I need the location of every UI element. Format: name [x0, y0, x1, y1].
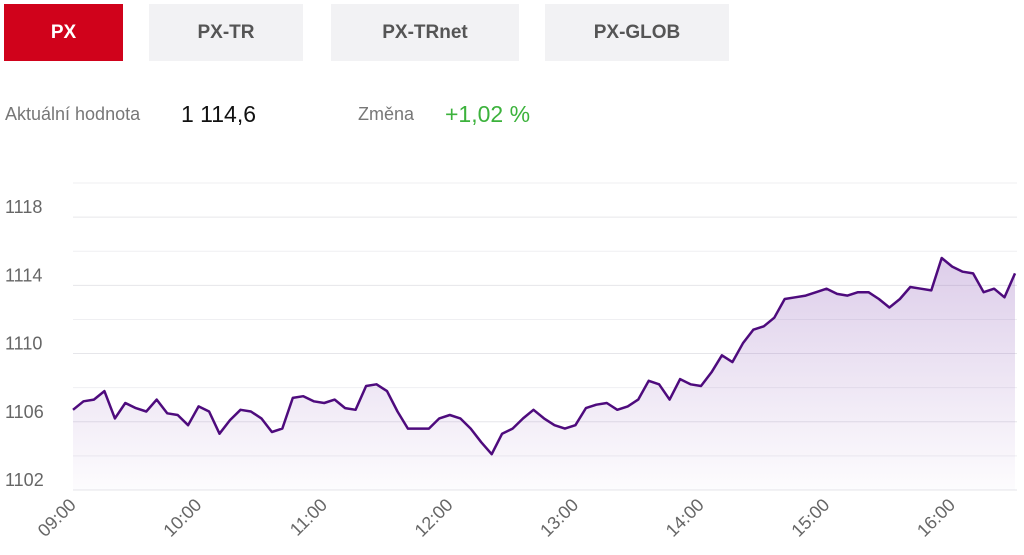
- tab[interactable]: PX: [4, 4, 123, 61]
- y-tick-label: 1114: [5, 265, 42, 285]
- change-label: Změna: [358, 104, 415, 124]
- x-tick-label: 12:00: [411, 495, 457, 541]
- x-tick-label: 16:00: [913, 495, 959, 541]
- y-tick-label: 1110: [5, 334, 42, 354]
- area: [73, 258, 1015, 490]
- x-tick-label: 15:00: [787, 495, 833, 541]
- value-label: Aktuální hodnota: [5, 104, 141, 124]
- change: +1,02 %: [445, 101, 531, 127]
- tab[interactable]: PX-TRnet: [331, 4, 519, 61]
- line: [72, 256, 1017, 456]
- tab[interactable]: PX-TR: [149, 4, 303, 61]
- x-tick-label: 09:00: [34, 495, 80, 541]
- x-tick-label: 13:00: [536, 495, 582, 541]
- y-tick-label: 1118: [5, 197, 42, 217]
- x-tick-label: 11:00: [286, 495, 331, 540]
- y-tick-label: 1106: [5, 402, 44, 422]
- y-tick-label: 1102: [5, 470, 44, 490]
- x-tick-label: 10:00: [159, 495, 205, 541]
- tab[interactable]: PX-GLOB: [545, 4, 729, 61]
- x-tick-label: 14:00: [662, 495, 708, 541]
- value: 1 114,6: [181, 101, 257, 127]
